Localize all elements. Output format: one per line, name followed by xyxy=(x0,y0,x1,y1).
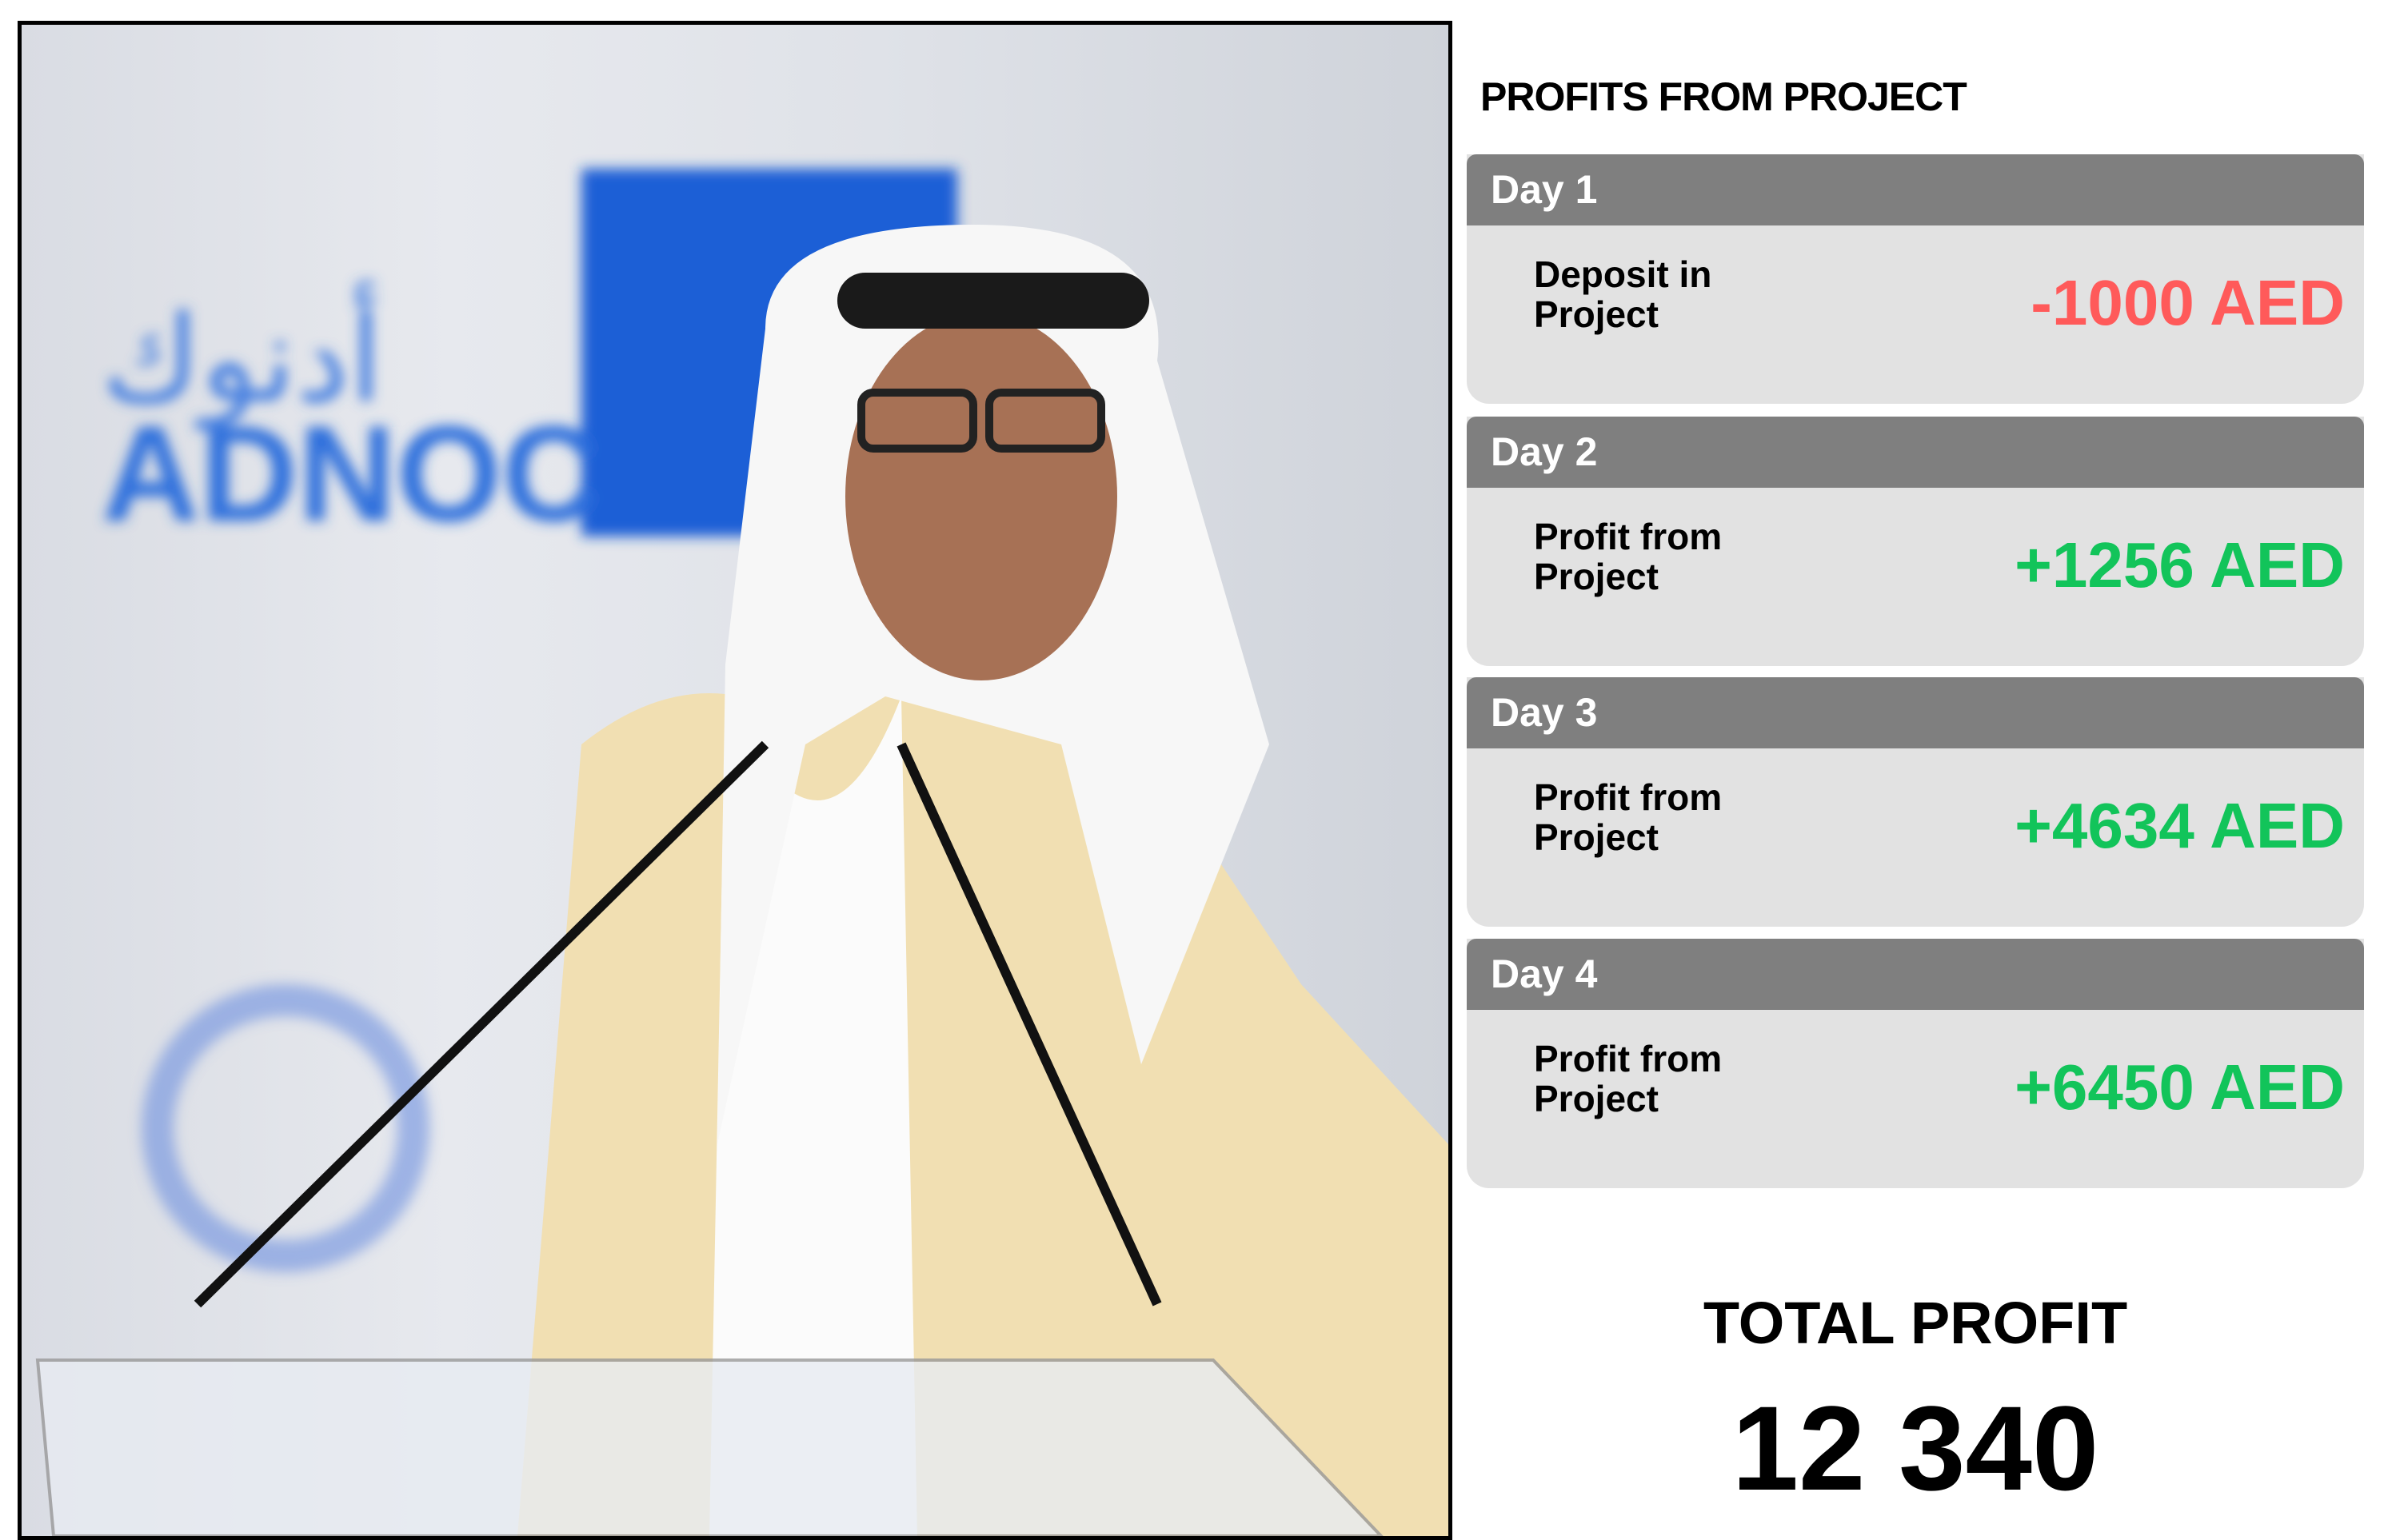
entry-value: +1256 AED xyxy=(2015,529,2345,600)
day-card: Day 4 Profit from Project +6450 AED xyxy=(1467,939,2364,1188)
speaker-illustration: ADNOC أدنوك xyxy=(35,169,1448,1536)
entry-label: Deposit in Project xyxy=(1534,253,1712,335)
panel-title: PROFITS FROM PROJECT xyxy=(1480,74,1967,119)
day-label: Day 3 xyxy=(1467,677,2364,748)
entry-value: +6450 AED xyxy=(2015,1051,2345,1123)
entry-label: Profit from Project xyxy=(1534,1038,1723,1119)
entry-label: Profit from Project xyxy=(1534,776,1723,858)
entry-label: Profit from Project xyxy=(1534,516,1723,597)
svg-text:ADNOC: ADNOC xyxy=(102,398,600,550)
total-profit-value: 12 340 xyxy=(1731,1381,2099,1515)
microphones xyxy=(194,740,1162,1308)
day-card: Day 2 Profit from Project +1256 AED xyxy=(1467,417,2364,666)
day-card: Day 3 Profit from Project +4634 AED xyxy=(1467,677,2364,927)
day-label: Day 4 xyxy=(1467,939,2364,1010)
total-profit-label: TOTAL PROFIT xyxy=(1703,1290,2128,1356)
day-card: Day 1 Deposit in Project -1000 AED xyxy=(1467,154,2364,404)
svg-text:أدنوك: أدنوك xyxy=(102,281,382,430)
face xyxy=(845,313,1117,680)
day-label: Day 1 xyxy=(1467,154,2364,225)
speaker-photo: ADNOC أدنوك xyxy=(18,21,1452,1540)
lectern xyxy=(35,1358,1384,1536)
entry-value: +4634 AED xyxy=(2015,790,2345,861)
entry-value: -1000 AED xyxy=(2031,267,2345,338)
day-label: Day 2 xyxy=(1467,417,2364,488)
agal xyxy=(837,273,1149,329)
